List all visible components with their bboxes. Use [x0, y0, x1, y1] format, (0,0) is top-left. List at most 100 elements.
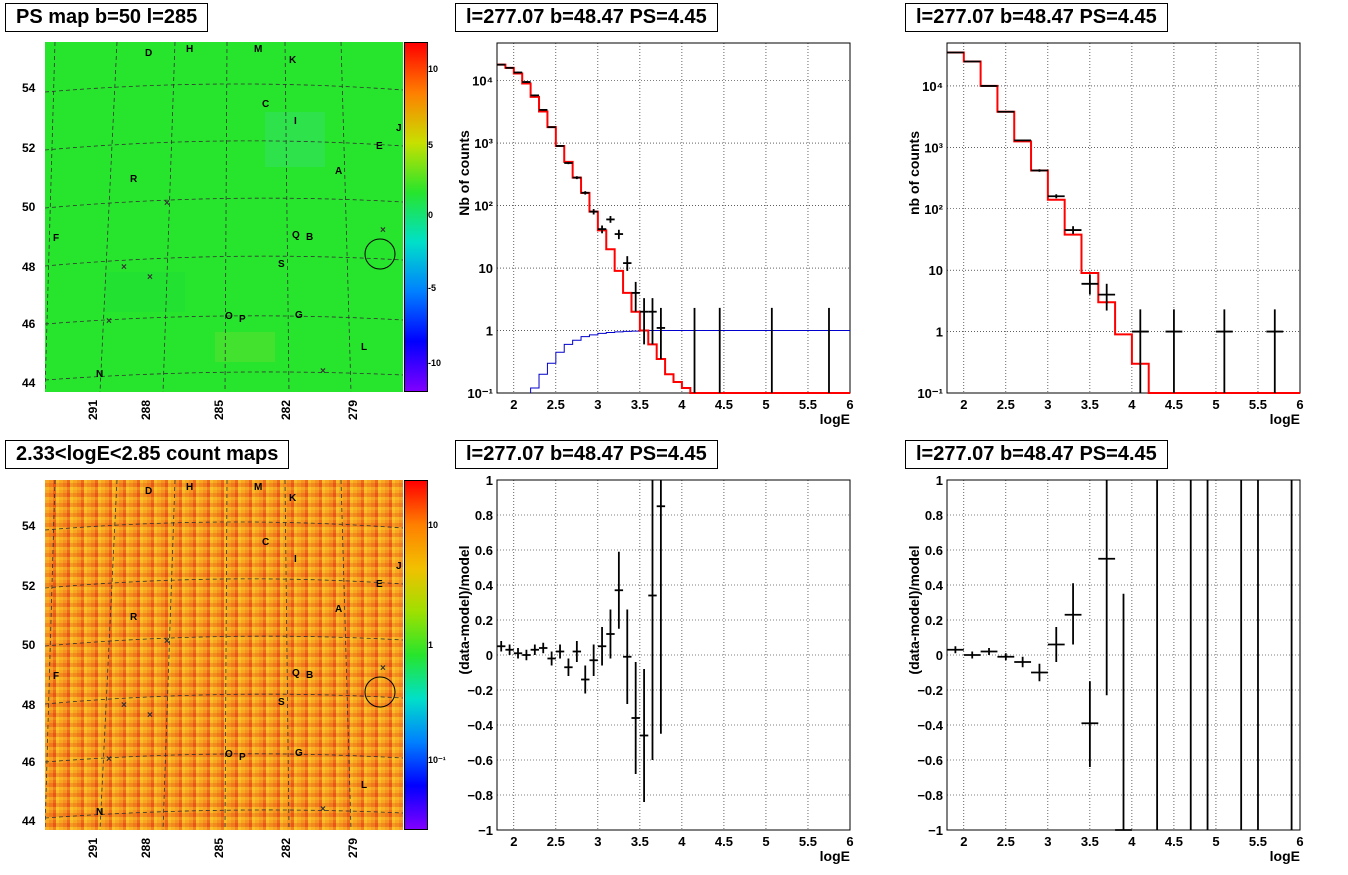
map-source-marker: × — [106, 316, 112, 327]
data-point — [606, 609, 615, 659]
spectrum-plot-rebinned: 2 2.5 3 3.5 4 4.5 5 5.5 6 10⁻¹ 1 10 10² 10³ 10⁴ logE nb … — [906, 42, 1304, 427]
y-tick-label: 1 — [936, 325, 943, 340]
y-tick-label: 10 — [929, 263, 943, 278]
x-tick-label: 6 — [846, 397, 853, 412]
map-y-tick: 52 — [22, 141, 36, 155]
y-tick-label: 10³ — [924, 140, 943, 155]
x-tick-label: 3.5 — [631, 834, 649, 849]
map-source-label: A — [335, 604, 342, 615]
data-point — [631, 662, 640, 774]
ps-map-title: PS map b=50 l=285 — [5, 3, 209, 32]
map-y-tick: 48 — [22, 698, 36, 712]
data-point — [497, 641, 506, 652]
map-x-tick: 288 — [139, 400, 153, 420]
data-point — [1014, 139, 1032, 142]
x-tick-label: 4 — [1128, 834, 1136, 849]
y-tick-label: −0.2 — [467, 683, 493, 698]
y-tick-label: −1 — [928, 823, 943, 838]
map-source-label: E — [376, 579, 383, 590]
map-source-label: S — [278, 697, 285, 708]
data-point — [581, 665, 590, 694]
x-tick-label: 5 — [1212, 397, 1219, 412]
plot-frame — [496, 42, 851, 394]
map-source-label: R — [130, 174, 138, 185]
x-tick-label: 4 — [1128, 397, 1136, 412]
data-point — [1031, 663, 1048, 682]
x-tick-label: 2.5 — [997, 834, 1015, 849]
data-point — [505, 644, 514, 655]
y-tick-label: 0.6 — [475, 543, 493, 558]
map-source-label: K — [289, 493, 297, 504]
map-x-tick: 282 — [279, 838, 293, 858]
map-source-label: S — [278, 259, 285, 270]
data-point — [947, 646, 964, 654]
data-point — [1064, 226, 1082, 234]
map-source-label: D — [145, 486, 152, 497]
count-map-colorbar — [404, 480, 428, 830]
map-source-label: G — [295, 748, 303, 759]
map-source-label: N — [96, 369, 103, 380]
map-source-marker: × — [147, 710, 153, 721]
x-axis-label: logE — [1270, 848, 1300, 864]
y-tick-label: 10 — [479, 261, 493, 276]
map-source-marker: × — [320, 804, 326, 815]
data-point — [505, 66, 514, 69]
data-point — [1098, 283, 1116, 311]
data-point — [530, 94, 540, 97]
map-source-label: Q — [292, 230, 300, 241]
data-point — [547, 651, 556, 666]
colorbar-label: 10⁻¹ — [428, 755, 446, 765]
data-point — [589, 644, 598, 676]
map-y-tick: 54 — [22, 519, 36, 533]
data-point — [513, 648, 523, 659]
map-y-tick: 48 — [22, 260, 36, 274]
data-point — [547, 126, 556, 129]
y-tick-label: −1 — [478, 823, 493, 838]
x-tick-label: 4.5 — [715, 834, 733, 849]
map-source-label: M — [254, 482, 262, 493]
map-source-marker: × — [380, 663, 386, 674]
y-tick-label: 0.8 — [475, 508, 493, 523]
y-tick-label: −0.6 — [467, 753, 493, 768]
data-point — [623, 609, 632, 704]
x-tick-label: 4 — [678, 397, 686, 412]
map-source-label: C — [262, 99, 269, 110]
map-y-tick: 46 — [22, 317, 36, 331]
map-source-label: I — [294, 116, 297, 127]
x-tick-label: 5 — [1212, 834, 1219, 849]
map-source-label: B — [306, 670, 313, 681]
data-point — [564, 161, 573, 165]
map-source-label: B — [306, 232, 313, 243]
map-source-label: J — [396, 561, 402, 572]
map-source-marker: × — [164, 198, 170, 209]
data-point — [656, 307, 666, 360]
data-point — [1098, 480, 1116, 696]
data-point — [1266, 309, 1284, 393]
data-point — [648, 298, 657, 345]
ps-map-grid — [45, 42, 403, 392]
data-point — [1047, 194, 1065, 199]
map-source-label: R — [130, 612, 138, 623]
data-point — [614, 229, 624, 240]
data-point — [631, 281, 640, 312]
x-tick-label: 4 — [678, 834, 686, 849]
map-x-tick: 285 — [212, 400, 226, 420]
spectrum-plot: 2 2.5 3 3.5 4 4.5 5 5.5 6 10⁻¹ 1 10 10² 10³ 10⁴ logE Nb … — [456, 42, 854, 427]
data-point — [980, 648, 998, 655]
x-tick-label: 2 — [510, 834, 517, 849]
residual-title: l=277.07 b=48.47 PS=4.45 — [455, 440, 718, 469]
residual-plot-rebinned: 2 2.5 3 3.5 4 4.5 5 5.5 6 −1 −0.8 −0.6 −0.4 −0.2 0 0.2 0… — [906, 473, 1304, 864]
map-source-marker: × — [147, 272, 153, 283]
data-point — [597, 225, 607, 234]
map-source-label: F — [53, 671, 59, 682]
map-source-label: O — [225, 749, 233, 760]
y-axis-label: (data-model)/model — [906, 545, 922, 674]
data-point — [614, 551, 624, 629]
ps-map-colorbar — [404, 42, 428, 392]
y-axis-label: nb of counts — [906, 131, 922, 215]
data-point — [513, 71, 523, 74]
data-point — [639, 298, 649, 345]
data-point — [522, 649, 531, 661]
x-tick-label: 3 — [1044, 397, 1051, 412]
x-tick-label: 4.5 — [1165, 397, 1183, 412]
